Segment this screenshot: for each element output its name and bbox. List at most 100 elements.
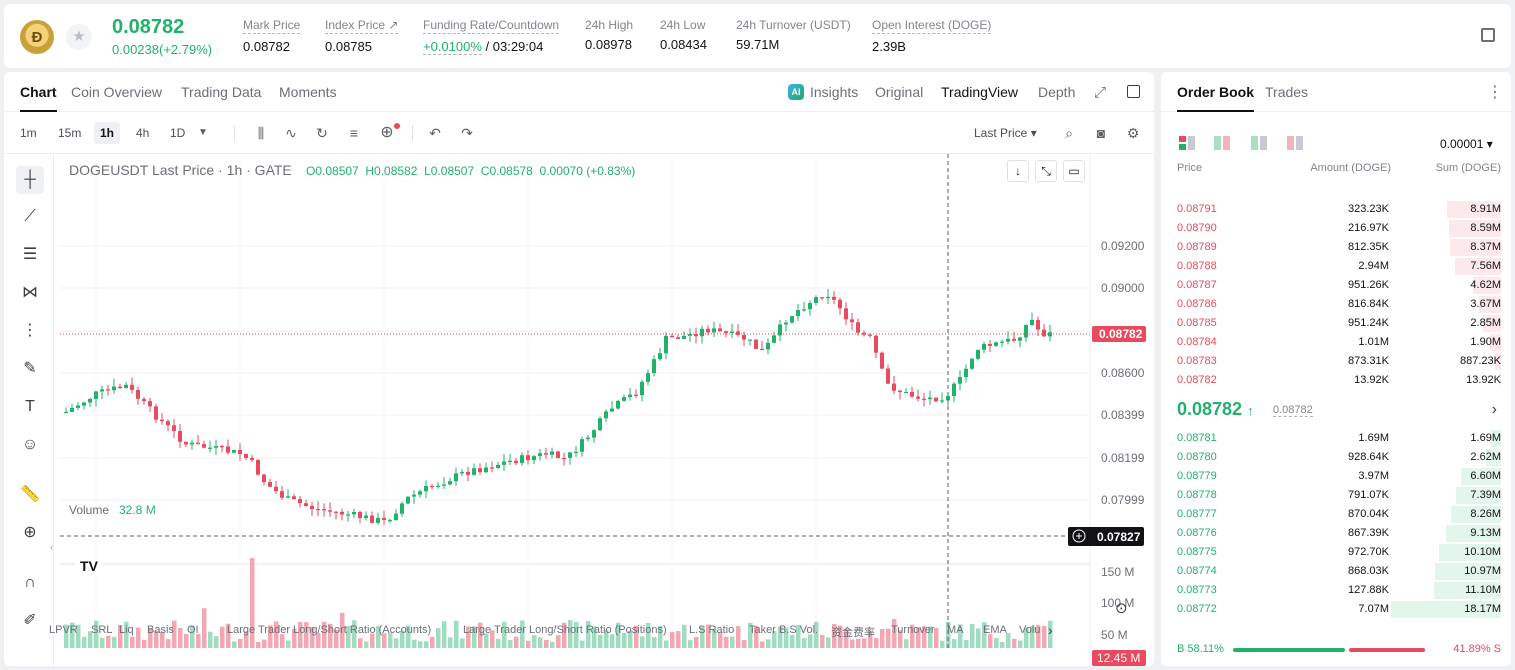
arrow-down-icon[interactable]: ↓: [1007, 160, 1029, 182]
candle-body: [952, 383, 956, 397]
view-split-icon[interactable]: [1214, 136, 1230, 150]
indicator-chip[interactable]: MA: [947, 624, 964, 636]
pattern-icon[interactable]: ⋈: [22, 284, 38, 301]
stat-mark-price[interactable]: Mark Price 0.08782: [243, 18, 301, 54]
bid-row[interactable]: 0.08779 3.97M 6.60M: [1161, 467, 1511, 486]
indicators-icon[interactable]: ∿: [285, 125, 297, 141]
collapse-icon[interactable]: ⤡: [1035, 160, 1057, 182]
ask-row[interactable]: 0.08782 13.92K 13.92K: [1161, 371, 1511, 390]
stat-funding-rate[interactable]: Funding Rate/Countdown +0.0100% / 03:29:…: [423, 18, 560, 55]
collapse-left-icon[interactable]: ‹: [50, 542, 54, 553]
refresh-icon[interactable]: ↻: [316, 125, 328, 141]
ask-row[interactable]: 0.08783 873.31K 887.23K: [1161, 352, 1511, 371]
view-asks-icon[interactable]: [1287, 136, 1303, 150]
view-both-icon[interactable]: [1179, 136, 1195, 150]
indicator-chip[interactable]: 资金费率: [831, 627, 875, 639]
timeframe-4h[interactable]: 4h: [136, 126, 150, 140]
edit-icon[interactable]: ✐: [23, 612, 37, 629]
indicator-chip[interactable]: Large Trader Long/Short Ratio (Accounts): [227, 624, 432, 636]
expand-icon[interactable]: ⤢: [1094, 84, 1107, 101]
tab-original[interactable]: Original: [875, 84, 924, 100]
timeframe-1h[interactable]: 1h: [94, 122, 121, 144]
crosshair-icon[interactable]: ┼: [16, 166, 44, 194]
axis-settings-icon[interactable]: ⊙: [1115, 600, 1128, 617]
indicator-chip[interactable]: Basis: [147, 624, 174, 636]
gear-icon[interactable]: ⚙: [1126, 125, 1140, 141]
more-options-icon[interactable]: ⋮: [1487, 84, 1503, 101]
stat-open-interest[interactable]: Open Interest (DOGE) 2.39B: [872, 18, 992, 54]
candle-body: [262, 474, 266, 483]
text-tool-icon[interactable]: T: [25, 398, 35, 415]
tab-trading-data[interactable]: Trading Data: [181, 84, 262, 100]
chevron-right-icon[interactable]: ›: [1048, 622, 1053, 638]
indicator-chip[interactable]: LPVR: [49, 624, 78, 636]
bid-row[interactable]: 0.08781 1.69M 1.69M: [1161, 429, 1511, 448]
tab-trades[interactable]: Trades: [1265, 84, 1309, 100]
indicator-chip[interactable]: Taker B.S Vol.: [749, 624, 819, 636]
ask-row[interactable]: 0.08789 812.35K 8.37M: [1161, 238, 1511, 257]
fib-icon[interactable]: ⋮: [22, 322, 38, 339]
tab-insights[interactable]: Insights: [810, 84, 859, 100]
favorite-star-icon[interactable]: ★: [66, 24, 92, 50]
indicator-chip[interactable]: L.S Ratio: [689, 624, 735, 636]
bid-row[interactable]: 0.08778 791.07K 7.39M: [1161, 486, 1511, 505]
indicator-chip[interactable]: Volu: [1019, 624, 1041, 636]
search-icon[interactable]: ⌕: [1065, 125, 1073, 141]
maximize-icon[interactable]: [1127, 85, 1140, 98]
candle-body: [802, 309, 806, 311]
tab-order-book[interactable]: Order Book: [1177, 84, 1255, 112]
view-bids-icon[interactable]: [1251, 136, 1267, 150]
settings-list-icon[interactable]: ≡: [349, 125, 359, 141]
trend-line-icon[interactable]: ⟋: [24, 208, 36, 225]
ask-row[interactable]: 0.08784 1.01M 1.90M: [1161, 333, 1511, 352]
bid-row[interactable]: 0.08776 867.39K 9.13M: [1161, 524, 1511, 543]
ask-row[interactable]: 0.08790 216.97K 8.59M: [1161, 219, 1511, 238]
price-type-select[interactable]: Last Price ▾: [974, 126, 1037, 140]
indicator-chip[interactable]: Large Trader Long/Short Ratio (Positions…: [463, 624, 667, 636]
precision-select[interactable]: 0.00001 ▾: [1440, 137, 1493, 151]
zoom-in-icon[interactable]: ⊕: [23, 524, 37, 541]
volume-bar: [82, 636, 87, 648]
emoji-icon[interactable]: ☺: [21, 436, 39, 453]
ask-row[interactable]: 0.08788 2.94M 7.56M: [1161, 257, 1511, 276]
magnet-icon[interactable]: ∩: [24, 574, 36, 591]
camera-icon[interactable]: ◙: [1096, 125, 1106, 141]
add-indicator-icon[interactable]: ⊕: [380, 124, 394, 141]
tab-coin-overview[interactable]: Coin Overview: [71, 84, 163, 100]
price-chart[interactable]: 0.092000.090000.088000.086000.083990.081…: [4, 154, 1154, 666]
indicator-chip[interactable]: Liq: [119, 624, 134, 636]
timeframe-15m[interactable]: 15m: [58, 126, 82, 140]
bid-row[interactable]: 0.08774 868.03K 10.97M: [1161, 562, 1511, 581]
indicator-chip[interactable]: SRL: [91, 624, 113, 636]
ask-row[interactable]: 0.08787 951.26K 4.62M: [1161, 276, 1511, 295]
fullscreen-icon[interactable]: ▭: [1063, 160, 1085, 182]
bid-row[interactable]: 0.08775 972.70K 10.10M: [1161, 543, 1511, 562]
layout-icon[interactable]: [1481, 28, 1495, 42]
stat-index-price[interactable]: Index Price ↗ 0.08785: [325, 18, 399, 54]
horizontal-lines-icon[interactable]: ☰: [22, 246, 38, 263]
indicator-chip[interactable]: EMA: [983, 624, 1007, 636]
timeframe-dropdown-icon[interactable]: ▼: [198, 127, 208, 138]
ask-row[interactable]: 0.08785 951.24K 2.85M: [1161, 314, 1511, 333]
timeframe-1m[interactable]: 1m: [20, 126, 37, 140]
bid-row[interactable]: 0.08777 870.04K 8.26M: [1161, 505, 1511, 524]
bid-row[interactable]: 0.08772 7.07M 18.17M: [1161, 600, 1511, 619]
ruler-icon[interactable]: 📏: [20, 486, 40, 503]
tab-chart[interactable]: Chart: [20, 84, 57, 112]
tab-moments[interactable]: Moments: [279, 84, 337, 100]
indicator-chip[interactable]: Turnover: [891, 624, 935, 636]
bid-row[interactable]: 0.08773 127.88K 11.10M: [1161, 581, 1511, 600]
tab-tradingview[interactable]: TradingView: [941, 84, 1019, 100]
bid-row[interactable]: 0.08780 928.64K 2.62M: [1161, 448, 1511, 467]
indicator-chip[interactable]: OI: [187, 624, 199, 636]
chevron-right-icon[interactable]: ›: [1491, 401, 1497, 418]
ask-row[interactable]: 0.08786 816.84K 3.67M: [1161, 295, 1511, 314]
redo-icon[interactable]: ↷: [461, 125, 473, 141]
ask-row[interactable]: 0.08791 323.23K 8.91M: [1161, 200, 1511, 219]
candle-body: [178, 430, 182, 442]
tab-depth[interactable]: Depth: [1038, 84, 1076, 100]
candle-type-icon[interactable]: ⫼: [257, 125, 265, 141]
brush-icon[interactable]: ✎: [23, 360, 37, 377]
undo-icon[interactable]: ↶: [429, 125, 441, 141]
timeframe-1d[interactable]: 1D: [170, 126, 186, 140]
